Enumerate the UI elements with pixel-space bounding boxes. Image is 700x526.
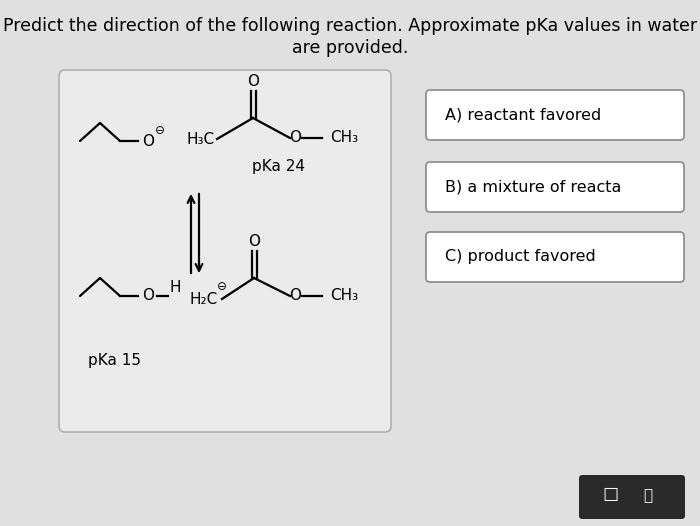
- Text: O: O: [289, 288, 301, 304]
- Text: pKa 24: pKa 24: [251, 158, 304, 174]
- FancyBboxPatch shape: [426, 232, 684, 282]
- Text: H₃C: H₃C: [187, 132, 215, 147]
- Text: B) a mixture of reacta: B) a mixture of reacta: [445, 179, 622, 195]
- FancyBboxPatch shape: [59, 70, 391, 432]
- Text: ☐: ☐: [602, 487, 618, 505]
- Text: are provided.: are provided.: [292, 39, 408, 57]
- Text: pKa 15: pKa 15: [88, 353, 141, 369]
- FancyBboxPatch shape: [579, 475, 685, 519]
- FancyBboxPatch shape: [426, 162, 684, 212]
- Text: A) reactant favored: A) reactant favored: [445, 107, 601, 123]
- Text: CH₃: CH₃: [330, 130, 358, 146]
- Text: ⊖: ⊖: [155, 125, 165, 137]
- Text: 🔍: 🔍: [643, 489, 652, 503]
- Text: O: O: [289, 130, 301, 146]
- Text: O: O: [142, 134, 154, 148]
- FancyBboxPatch shape: [426, 90, 684, 140]
- Text: O: O: [248, 234, 260, 248]
- Text: O: O: [142, 288, 154, 304]
- Text: CH₃: CH₃: [330, 288, 358, 304]
- Text: C) product favored: C) product favored: [445, 249, 596, 265]
- Text: Predict the direction of the following reaction. Approximate pKa values in water: Predict the direction of the following r…: [3, 17, 697, 35]
- Text: O: O: [247, 74, 259, 88]
- Text: H: H: [169, 280, 181, 296]
- Text: H₂C: H₂C: [190, 291, 218, 307]
- Text: ⊖: ⊖: [217, 280, 227, 294]
